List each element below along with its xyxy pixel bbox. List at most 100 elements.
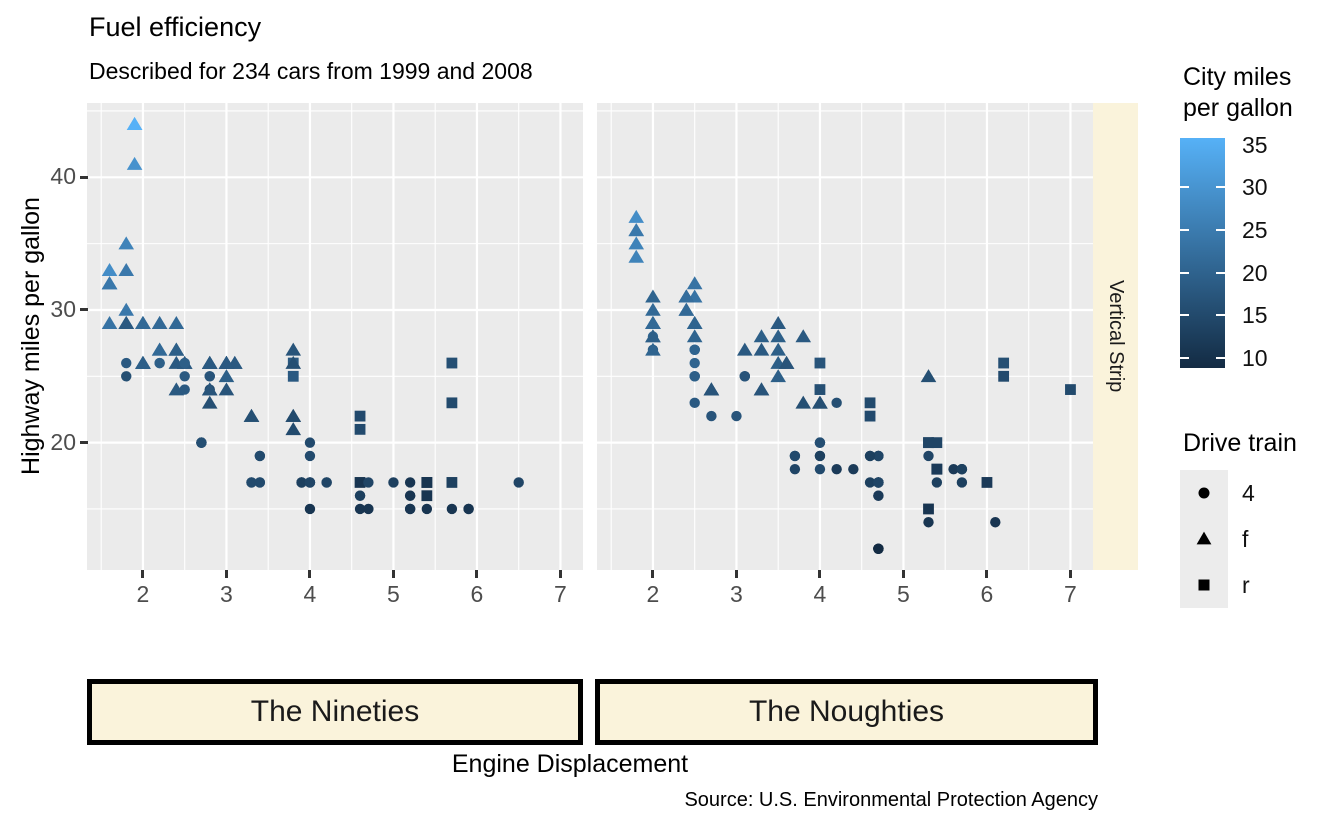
data-point [873, 450, 884, 462]
data-point [689, 397, 700, 409]
caption: Source: U.S. Environmental Protection Ag… [684, 789, 1098, 811]
data-point [179, 371, 190, 382]
data-point [645, 316, 661, 330]
data-point [931, 437, 943, 449]
data-point [179, 384, 190, 395]
colorbar-tick-mark [1180, 229, 1189, 231]
legend-key-f [1180, 516, 1228, 562]
data-point [168, 342, 185, 356]
data-point [864, 397, 876, 409]
legend-label-f: f [1242, 525, 1249, 552]
data-point [948, 463, 959, 475]
x-axis-title: Engine Displacement [451, 750, 689, 778]
x-tick-label: 6 [470, 581, 484, 607]
y-tick-mark [80, 308, 88, 312]
legend-label-r: r [1242, 571, 1250, 598]
data-point [285, 355, 302, 369]
data-point [770, 329, 786, 343]
data-point [101, 276, 118, 290]
colorbar-tick-mark [1216, 314, 1225, 317]
data-point [285, 408, 302, 422]
scatter-nineties [87, 103, 583, 570]
data-point [736, 342, 753, 356]
data-point [864, 477, 876, 488]
data-point [285, 422, 302, 436]
data-point [923, 517, 934, 528]
x-tick-label: 6 [980, 581, 994, 607]
y-tick-label: 20 [50, 428, 76, 455]
data-point [354, 423, 366, 435]
panel-noughties [597, 103, 1093, 570]
data-point [179, 357, 190, 369]
data-point [628, 236, 645, 250]
data-point [689, 344, 700, 355]
data-point [118, 302, 135, 316]
x-tick-label: 7 [554, 581, 567, 607]
data-point [686, 329, 703, 343]
x-tick-label: 5 [387, 581, 400, 607]
x-tick-mark [141, 570, 145, 578]
data-point [645, 342, 661, 356]
data-point [363, 477, 374, 488]
data-point [812, 395, 828, 409]
data-point [645, 329, 661, 343]
data-point [686, 276, 703, 290]
colorbar-tick-mark [1216, 186, 1225, 189]
data-point [873, 490, 884, 501]
data-point [814, 463, 826, 475]
data-point [513, 477, 524, 488]
data-point [931, 477, 943, 488]
x-tick-label: 3 [220, 581, 233, 607]
data-point [446, 477, 458, 488]
data-point [243, 408, 260, 422]
data-point [168, 316, 185, 330]
x-tick-mark [1068, 570, 1072, 578]
legend-label-4: 4 [1242, 479, 1255, 506]
data-point [753, 382, 770, 396]
right-strip-label: Vertical Strip [1105, 280, 1127, 393]
data-point [126, 156, 143, 170]
data-point [121, 371, 132, 382]
data-point [814, 357, 826, 369]
data-point [287, 370, 299, 382]
data-point [998, 370, 1010, 382]
colorbar-tick-label: 25 [1242, 217, 1268, 243]
data-point [246, 477, 257, 488]
data-point [196, 437, 207, 448]
panel-nineties [87, 103, 583, 570]
y-tick-label: 30 [50, 295, 76, 322]
data-point [814, 450, 826, 462]
colorbar-tick-mark [1180, 186, 1189, 189]
colorbar-title-line2: per gallon [1183, 94, 1293, 122]
colorbar-title-line1: City miles [1183, 63, 1292, 91]
colorbar-tick-mark [1180, 356, 1189, 359]
colorbar-tick-label: 15 [1242, 302, 1268, 329]
data-point [645, 289, 661, 303]
colorbar-tick-mark [1216, 356, 1225, 359]
data-point [204, 371, 215, 382]
data-point [831, 463, 842, 475]
colorbar-title: City miles per gallon [1183, 62, 1293, 124]
facet-strip-noughties: The Noughties [595, 679, 1098, 745]
data-point [628, 209, 645, 223]
plot-subtitle: Described for 234 cars from 1999 and 200… [89, 58, 533, 84]
colorbar-tick-mark [1180, 314, 1189, 317]
data-point [706, 410, 717, 422]
x-tick-mark [475, 570, 479, 578]
x-tick-label: 4 [813, 581, 827, 607]
data-point [864, 410, 876, 422]
data-point [421, 477, 433, 488]
scatter-noughties [597, 103, 1093, 570]
colorbar-tick-label: 20 [1242, 259, 1268, 286]
data-point [118, 236, 135, 250]
data-point [990, 517, 1001, 528]
y-tick-label: 40 [50, 163, 76, 190]
data-point [795, 395, 812, 409]
data-point [118, 316, 135, 330]
x-tick-mark [901, 570, 905, 578]
data-point [931, 463, 943, 475]
data-point [446, 503, 458, 515]
data-point [789, 450, 801, 462]
data-point [304, 450, 316, 462]
data-point [864, 450, 876, 462]
